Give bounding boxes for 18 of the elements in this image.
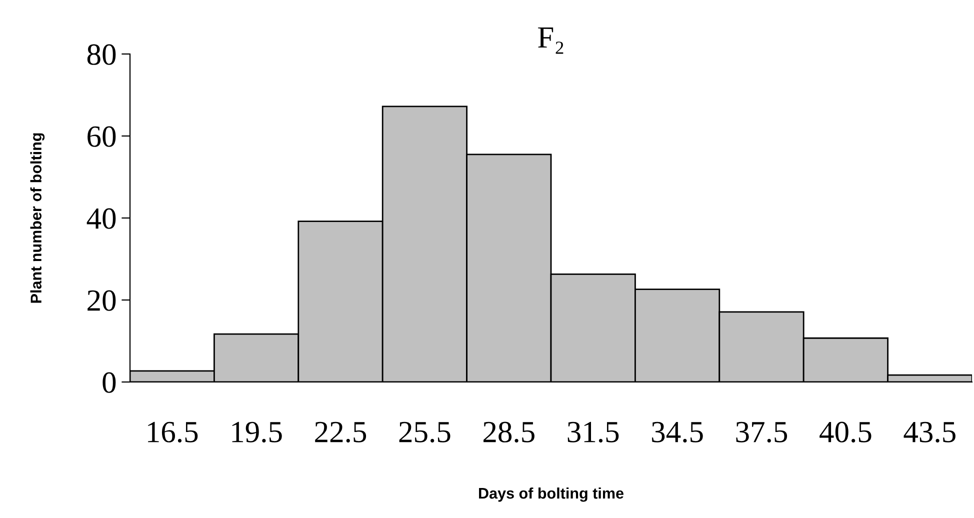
x-tick-label: 28.5 bbox=[484, 422, 534, 443]
y-axis-title: Plant number of bolting bbox=[30, 133, 45, 303]
y-tick-label: 0 bbox=[102, 372, 116, 393]
x-tick-label: 25.5 bbox=[399, 422, 450, 443]
y-tick-label: 40 bbox=[86, 208, 116, 229]
x-tick-label: 19.5 bbox=[232, 422, 282, 443]
chart-title: F₂ bbox=[538, 27, 564, 54]
x-tick-label: 43.5 bbox=[904, 422, 956, 443]
x-tick-label: 37.5 bbox=[736, 422, 788, 443]
x-tick-label: 40.5 bbox=[820, 422, 872, 443]
x-tick-label: 22.5 bbox=[315, 422, 366, 443]
x-tick-label: 31.5 bbox=[568, 422, 619, 443]
x-tick-label: 34.5 bbox=[652, 422, 703, 443]
x-tick-label: 16.5 bbox=[148, 422, 198, 443]
y-tick-label: 60 bbox=[88, 126, 116, 147]
y-tick-label: 80 bbox=[87, 44, 116, 65]
x-axis-title: Days of bolting time bbox=[479, 487, 624, 502]
y-tick-label: 20 bbox=[88, 290, 116, 311]
